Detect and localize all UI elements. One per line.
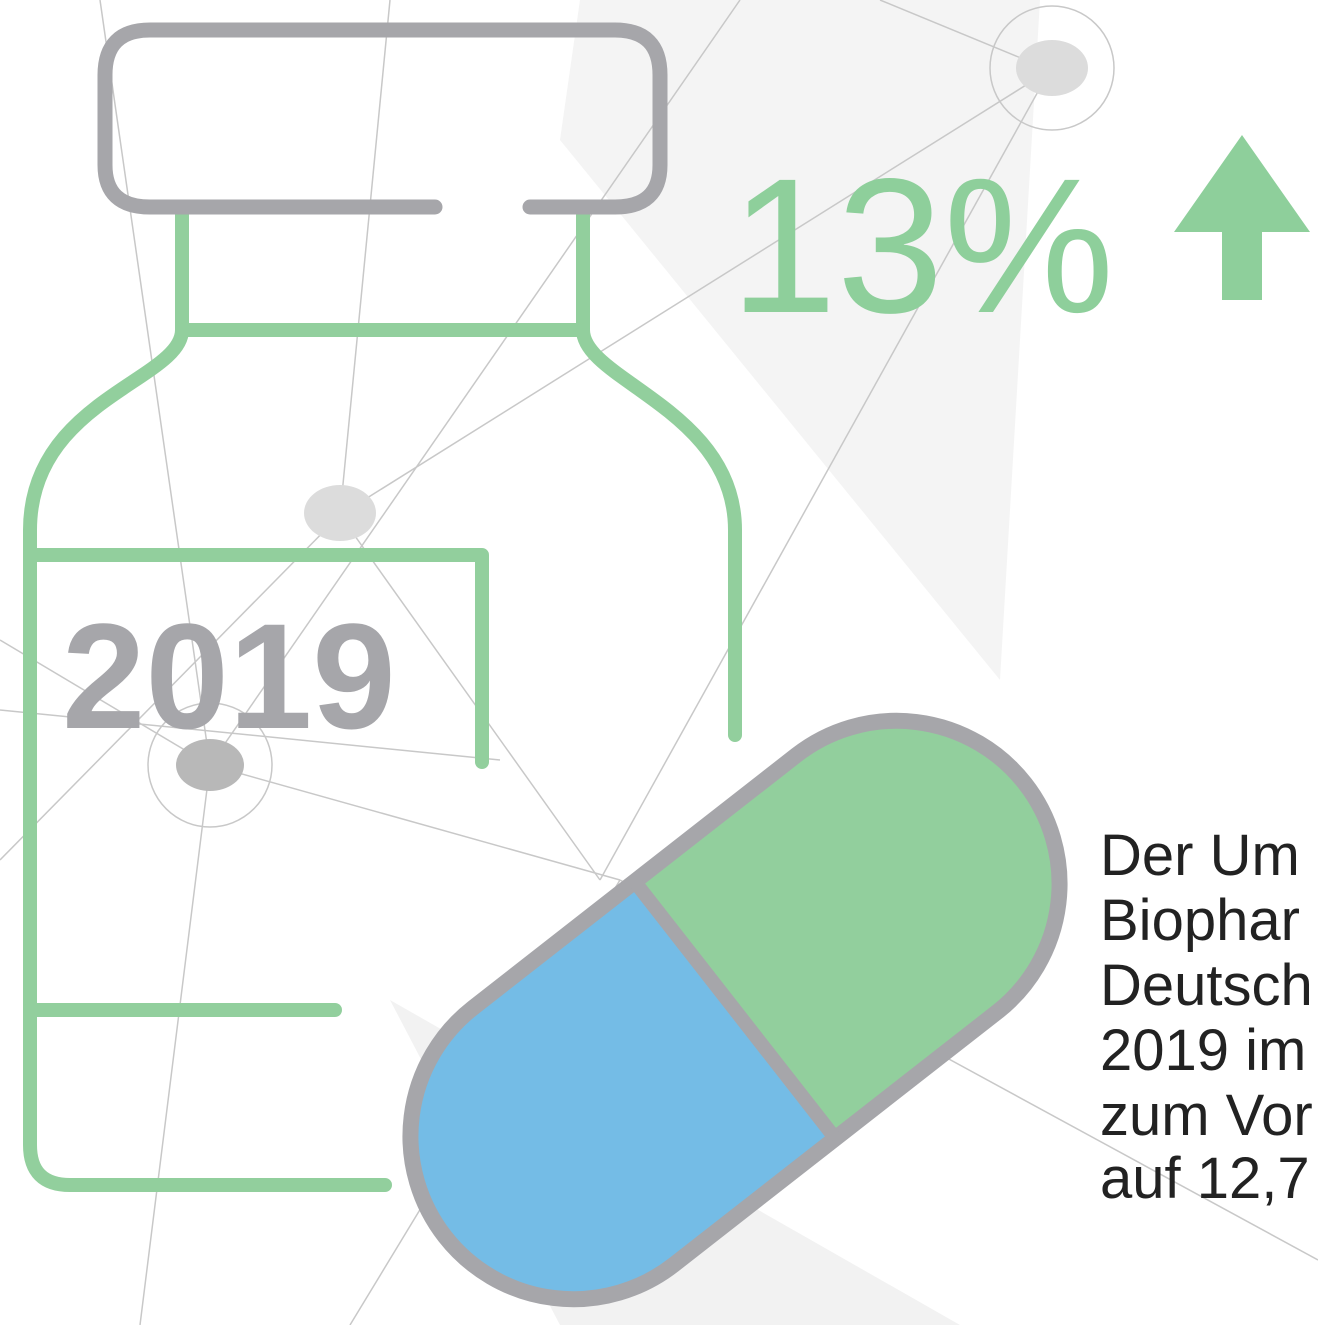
text-line: auf 12,7	[1100, 1146, 1310, 1211]
text-line: Biophar	[1100, 888, 1300, 953]
text-line: zum Vor	[1100, 1083, 1313, 1148]
year-label: 2019	[62, 592, 396, 760]
growth-percentage: 13%	[730, 138, 1114, 353]
up-arrow	[1174, 135, 1310, 300]
text-line: Deutsch	[1100, 953, 1313, 1018]
text-line: 2019 im	[1100, 1018, 1306, 1083]
page: 2019 13% Der Um Biophar Deutsch 2019 im …	[0, 0, 1318, 1325]
description: Der Um Biophar Deutsch 2019 im zum Vor a…	[1100, 823, 1313, 1211]
infographic: 2019 13% Der Um Biophar Deutsch 2019 im …	[0, 0, 1318, 1325]
text-line: Der Um	[1100, 823, 1300, 888]
